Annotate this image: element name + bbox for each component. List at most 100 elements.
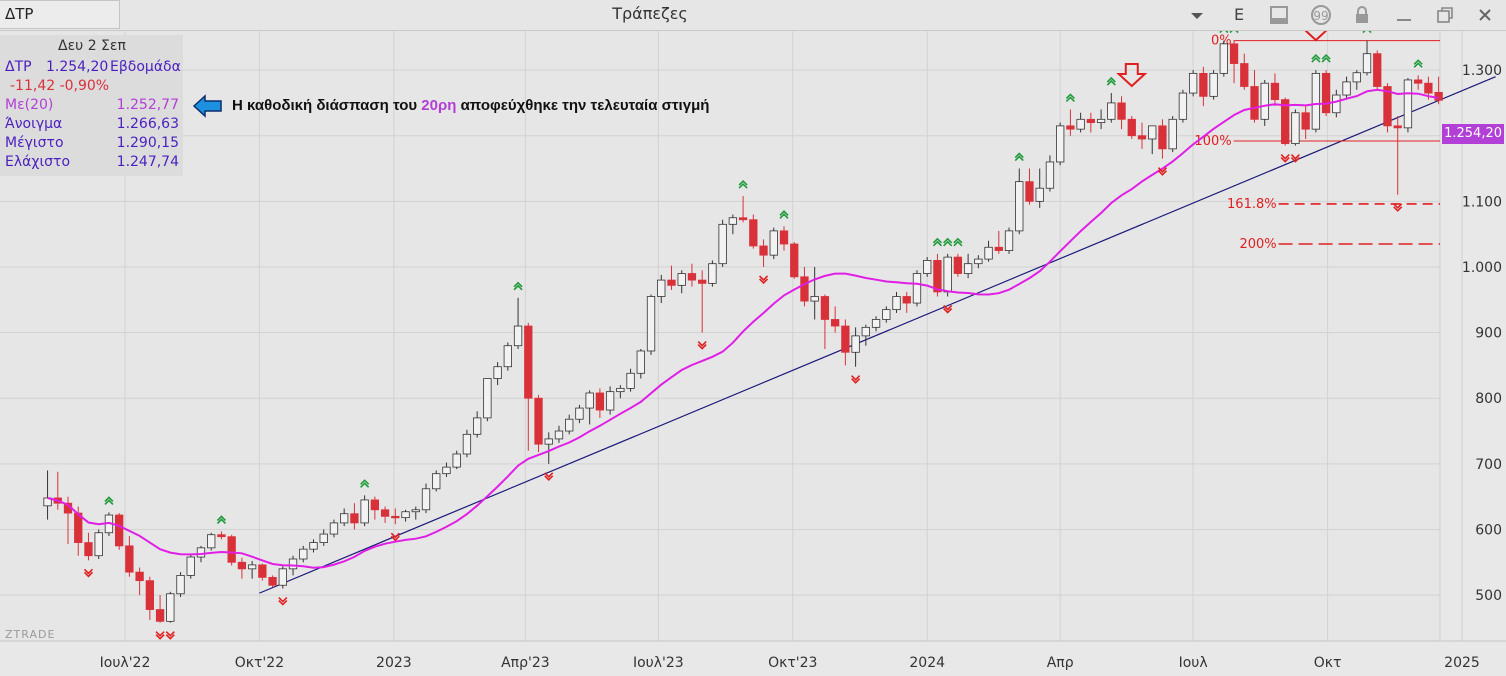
- swing-low-marker: [544, 472, 554, 481]
- candle: [1137, 122, 1147, 149]
- swing-low-marker: [1280, 153, 1290, 163]
- candle: [1352, 70, 1361, 90]
- last-price-tag: 1.254,20: [1442, 124, 1504, 144]
- candle: [115, 513, 124, 550]
- x-tick-label: 2024: [909, 655, 945, 671]
- candle: [166, 591, 175, 623]
- swing-low-marker: [390, 532, 400, 542]
- candle-body: [1424, 82, 1433, 94]
- candle: [125, 536, 134, 577]
- candle: [1056, 122, 1065, 166]
- candle-body: [350, 513, 359, 524]
- swing-high-marker: [1311, 53, 1321, 63]
- candle-body: [851, 335, 860, 353]
- x-tick-label: 2023: [376, 655, 412, 671]
- candle-body: [1086, 118, 1096, 123]
- candle-body: [861, 326, 870, 337]
- candle: [1004, 227, 1014, 254]
- swing-high-marker: [932, 237, 942, 247]
- quote-icon[interactable]: 99: [1310, 4, 1332, 26]
- candle-body: [1414, 79, 1423, 84]
- candle-body: [360, 499, 369, 524]
- x-axis: Ιουλ'22 Οκτ'22 2023 Απρ'23 Ιουλ'23 Οκτ'23 2024…: [0, 640, 1506, 671]
- candle-body: [155, 609, 165, 622]
- candle: [1178, 89, 1188, 123]
- candle: [718, 219, 727, 267]
- y-tick-label: 1.300: [1462, 63, 1502, 79]
- candle: [912, 270, 922, 307]
- candle-body: [1199, 72, 1208, 97]
- candle: [790, 242, 799, 279]
- candle-body: [718, 223, 727, 265]
- swing-high-marker: [360, 479, 370, 488]
- candle-body: [810, 296, 819, 302]
- swing-high-marker: [1362, 31, 1372, 34]
- candle-body: [483, 378, 492, 419]
- candle: [779, 226, 789, 251]
- restore-icon[interactable]: [1434, 4, 1456, 26]
- candle-body: [677, 273, 686, 286]
- candle-body: [1035, 187, 1044, 202]
- info-ma-value: 1.252,77: [116, 97, 179, 113]
- swing-low-marker: [83, 568, 94, 578]
- candle: [1148, 125, 1157, 155]
- candle: [360, 495, 369, 527]
- chart-window-icon[interactable]: [1268, 4, 1290, 26]
- lock-icon[interactable]: [1351, 4, 1373, 26]
- candle: [1035, 168, 1044, 208]
- candle-body: [1229, 43, 1239, 64]
- candle: [1291, 109, 1300, 146]
- candle-body: [1158, 125, 1167, 150]
- candle-body: [933, 260, 942, 293]
- candle: [963, 253, 973, 279]
- candle-body: [1127, 118, 1136, 137]
- candle: [882, 306, 891, 323]
- candle: [616, 385, 625, 399]
- candle-body: [820, 296, 830, 320]
- candle-body: [207, 534, 216, 549]
- candle-body: [247, 564, 257, 570]
- candle-body: [544, 438, 553, 445]
- info-open-value: 1.266,63: [116, 116, 179, 132]
- symbol-selector[interactable]: ΔΤΡ: [0, 0, 120, 29]
- candle: [493, 362, 502, 386]
- candle-body: [1342, 81, 1351, 96]
- candle-body: [268, 576, 277, 586]
- candle-body: [882, 309, 891, 320]
- candle-body: [871, 319, 881, 328]
- info-high-label: Μέγιστο: [5, 135, 64, 151]
- trend-line: [259, 76, 1496, 594]
- close-icon[interactable]: [1474, 4, 1496, 26]
- candle-body: [186, 556, 195, 576]
- swing-low-marker: [758, 275, 769, 285]
- candle-body: [646, 296, 656, 352]
- candle-body: [115, 514, 124, 547]
- candle-body: [923, 260, 932, 274]
- candle-body: [1393, 125, 1402, 129]
- candle-body: [84, 542, 93, 557]
- candle: [401, 509, 410, 522]
- candle: [319, 529, 328, 546]
- candle-body: [1137, 135, 1147, 140]
- minimize-icon[interactable]: [1393, 4, 1415, 26]
- candle-body: [554, 430, 564, 440]
- y-tick-label: 900: [1475, 326, 1502, 342]
- swing-high-marker: [953, 237, 963, 247]
- candle: [759, 239, 768, 267]
- candle-body: [1250, 86, 1259, 120]
- candle-body: [237, 561, 247, 570]
- candle-body: [585, 392, 594, 409]
- candle-body: [1332, 94, 1341, 114]
- dropdown-icon[interactable]: [1186, 4, 1208, 26]
- candle-body: [493, 366, 502, 379]
- candle: [94, 529, 103, 559]
- candle-body: [605, 391, 615, 411]
- period-button[interactable]: E: [1233, 5, 1245, 24]
- y-tick-label: 500: [1475, 588, 1502, 604]
- annotation-highlight: 20ρη: [421, 97, 457, 114]
- info-high-value: 1.290,15: [116, 135, 179, 151]
- candle-body: [1403, 79, 1413, 129]
- candle-body: [1107, 102, 1116, 120]
- plot-area: [0, 31, 1440, 641]
